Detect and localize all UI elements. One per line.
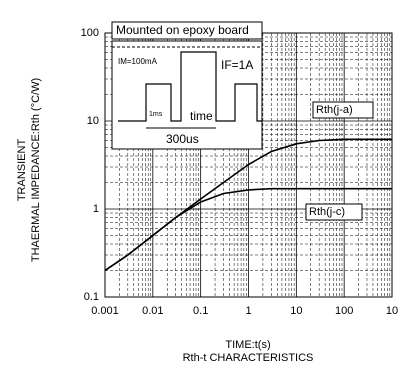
annotation: 1ms xyxy=(149,111,163,118)
series-label: Rth(j-a) xyxy=(316,104,353,116)
x-tick-label: 0.1 xyxy=(193,305,208,317)
inset-box xyxy=(111,40,263,150)
annotation: IM=100mA xyxy=(118,57,158,66)
y-tick-label: 1 xyxy=(93,203,99,215)
series-label: Rth(j-c) xyxy=(309,206,345,218)
x-tick-label: 10 xyxy=(386,305,398,317)
annotation: 300us xyxy=(166,132,199,146)
y-tick-label: 10 xyxy=(87,115,99,127)
y-axis-label-line: THAERMAL IMPEDANCE:Rth (°C/W) xyxy=(30,78,42,262)
x-axis-label: TIME:t(s) xyxy=(225,339,270,351)
series-label-box xyxy=(305,203,363,221)
annotation: IF=1A xyxy=(221,58,253,72)
x-tick-label: 0.01 xyxy=(142,305,163,317)
y-axis-label: TRANSIENT THAERMAL IMPEDANCE:Rth (°C/W) xyxy=(16,78,42,262)
inset-title: Mounted on epoxy board xyxy=(116,23,249,37)
annotation: time xyxy=(190,109,213,123)
y-tick-label: 100 xyxy=(81,27,99,39)
inset-header xyxy=(111,21,263,40)
y-axis-label-line: TRANSIENT xyxy=(16,139,28,202)
x-tick-label: 100 xyxy=(335,305,353,317)
pulse-train xyxy=(118,51,262,122)
x-tick-label: 1 xyxy=(245,305,251,317)
caption: Rth-t CHARACTERISTICS xyxy=(183,352,314,364)
y-tick-label: 0.1 xyxy=(84,291,99,303)
series-label-box xyxy=(312,101,374,119)
x-tick-label: 10 xyxy=(290,305,302,317)
line-series xyxy=(104,187,392,272)
x-tick-label: 0.001 xyxy=(91,305,119,317)
